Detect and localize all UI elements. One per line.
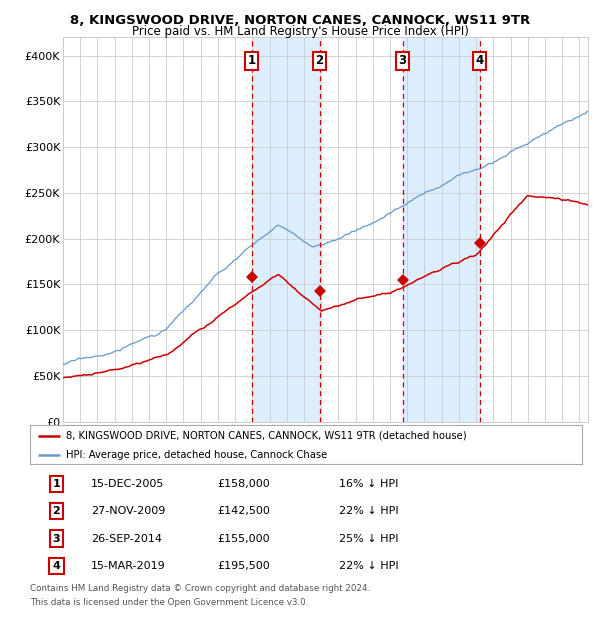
- Bar: [403, 37, 479, 422]
- Text: This data is licensed under the Open Government Licence v3.0.: This data is licensed under the Open Gov…: [30, 598, 308, 608]
- Text: Contains HM Land Registry data © Crown copyright and database right 2024.: Contains HM Land Registry data © Crown c…: [30, 584, 370, 593]
- Text: 15-MAR-2019: 15-MAR-2019: [91, 561, 166, 571]
- Text: 3: 3: [53, 534, 61, 544]
- Text: 22% ↓ HPI: 22% ↓ HPI: [339, 561, 399, 571]
- Text: 2: 2: [316, 55, 323, 68]
- Text: 2: 2: [53, 506, 61, 516]
- Text: 22% ↓ HPI: 22% ↓ HPI: [339, 506, 399, 516]
- Text: £158,000: £158,000: [218, 479, 271, 489]
- Text: 16% ↓ HPI: 16% ↓ HPI: [339, 479, 398, 489]
- Text: 4: 4: [476, 55, 484, 68]
- Text: HPI: Average price, detached house, Cannock Chase: HPI: Average price, detached house, Cann…: [66, 450, 327, 460]
- Text: 8, KINGSWOOD DRIVE, NORTON CANES, CANNOCK, WS11 9TR (detached house): 8, KINGSWOOD DRIVE, NORTON CANES, CANNOC…: [66, 431, 467, 441]
- Text: 8, KINGSWOOD DRIVE, NORTON CANES, CANNOCK, WS11 9TR: 8, KINGSWOOD DRIVE, NORTON CANES, CANNOC…: [70, 14, 530, 27]
- Text: 4: 4: [53, 561, 61, 571]
- Text: 27-NOV-2009: 27-NOV-2009: [91, 506, 165, 516]
- Text: £195,500: £195,500: [218, 561, 271, 571]
- Text: 3: 3: [398, 55, 407, 68]
- Bar: [251, 37, 320, 422]
- Text: 25% ↓ HPI: 25% ↓ HPI: [339, 534, 398, 544]
- Text: 1: 1: [248, 55, 256, 68]
- Text: 1: 1: [53, 479, 61, 489]
- Text: Price paid vs. HM Land Registry's House Price Index (HPI): Price paid vs. HM Land Registry's House …: [131, 25, 469, 38]
- Text: £142,500: £142,500: [218, 506, 271, 516]
- Text: 15-DEC-2005: 15-DEC-2005: [91, 479, 164, 489]
- Text: 26-SEP-2014: 26-SEP-2014: [91, 534, 162, 544]
- Text: £155,000: £155,000: [218, 534, 271, 544]
